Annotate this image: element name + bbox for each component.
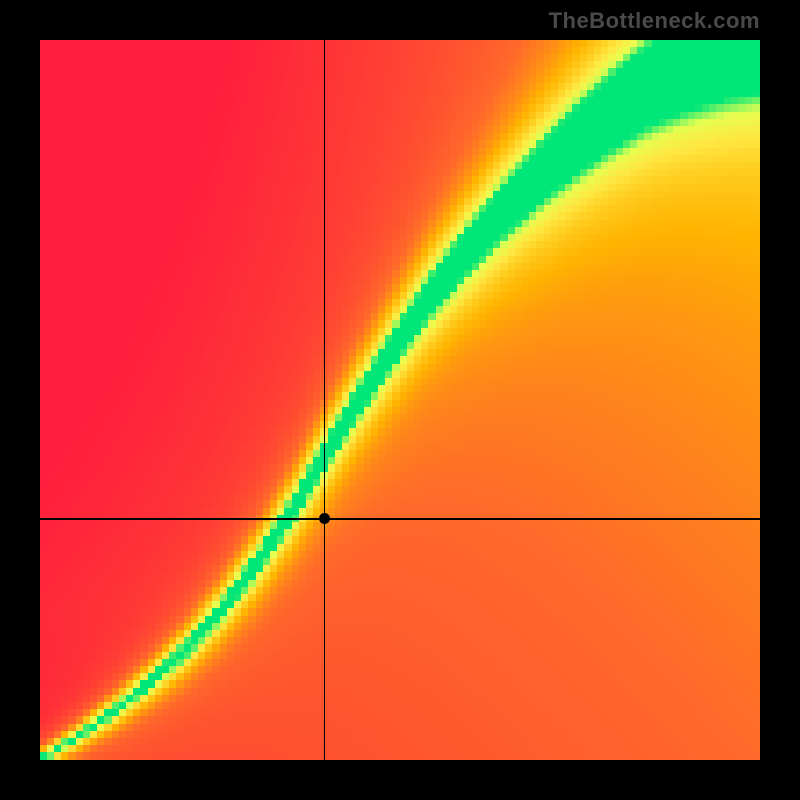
crosshair-horizontal [40, 518, 760, 520]
watermark-label: TheBottleneck.com [549, 8, 760, 34]
heatmap-plot [40, 40, 760, 760]
heatmap-canvas [40, 40, 760, 760]
crosshair-vertical [324, 40, 326, 760]
